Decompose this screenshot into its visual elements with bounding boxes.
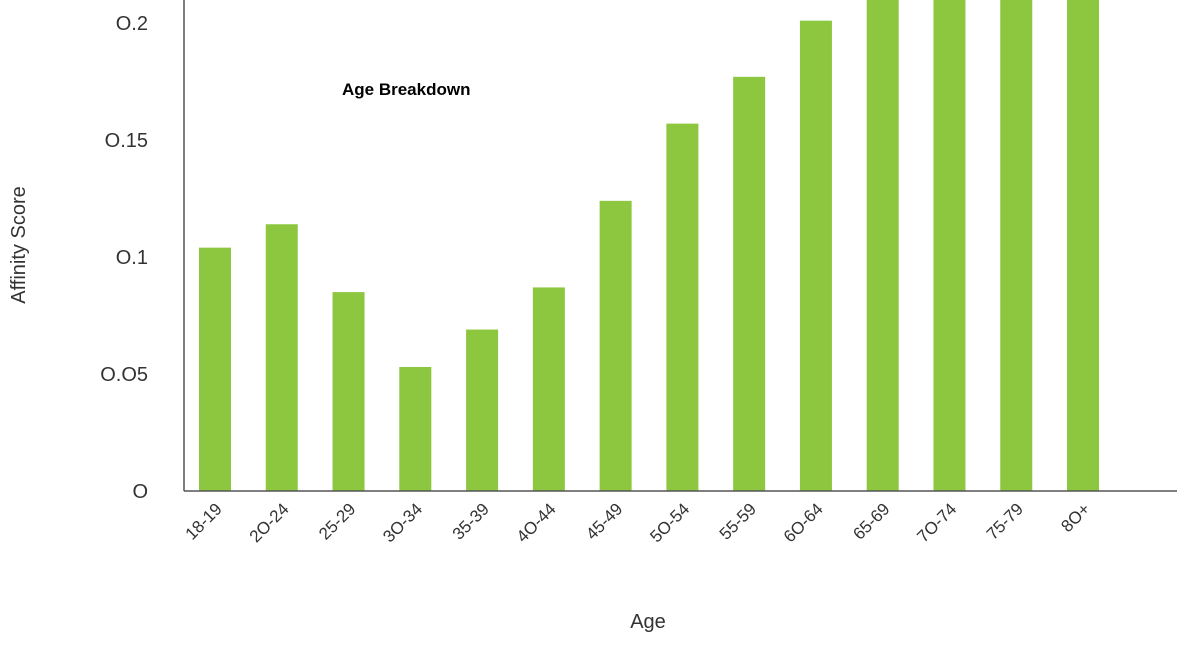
x-tick-label: 3O-34 — [379, 499, 426, 546]
x-axis-title: Age — [630, 611, 666, 633]
bar-55-59 — [733, 76, 766, 491]
x-tick-label: 18-19 — [182, 499, 226, 543]
x-tick-label: 45-49 — [582, 499, 626, 543]
x-tick-label: 4O-44 — [513, 499, 560, 546]
y-tick-label: O.O5 — [100, 364, 148, 386]
bar-40-44 — [532, 287, 565, 491]
bar-75-79 — [1000, 0, 1033, 491]
bar-25-29 — [332, 292, 365, 491]
chart-title: Age Breakdown — [342, 80, 470, 99]
x-tick-label: 5O-54 — [646, 499, 693, 546]
bars-layer — [199, 0, 1100, 492]
bar-65-69 — [866, 0, 899, 491]
y-axis-title: Affinity Score — [8, 186, 30, 303]
x-tick-label: 65-69 — [849, 499, 893, 543]
bar-70-74 — [933, 0, 966, 491]
x-tick-label: 55-59 — [716, 499, 760, 543]
axes-layer — [183, 0, 1177, 492]
bar-45-49 — [599, 200, 632, 491]
x-tick-label: 8O+ — [1057, 499, 1094, 536]
bar-30-34 — [399, 366, 432, 491]
x-tick-label: 35-39 — [449, 499, 493, 543]
x-tick-label: 6O-64 — [780, 499, 827, 546]
bar-80+ — [1067, 0, 1100, 491]
bar-20-24 — [265, 224, 298, 492]
y-tick-label: O.1 — [116, 247, 148, 269]
y-tick-labels: O O.O5 O.1 O.15 O.2 — [100, 13, 148, 503]
y-tick-label: O.2 — [116, 13, 148, 35]
y-tick-label: O.15 — [105, 130, 148, 152]
bar-18-19 — [199, 247, 231, 491]
x-tick-label: 7O-74 — [913, 499, 960, 546]
bar-50-54 — [666, 123, 699, 492]
x-tick-label: 2O-24 — [246, 499, 293, 546]
x-tick-label: 75-79 — [983, 499, 1027, 543]
x-tick-label: 25-29 — [315, 499, 359, 543]
x-tick-labels: 18-19 2O-24 25-29 3O-34 35-39 4O-44 45-49 5O-54… — [182, 499, 1094, 546]
bar-35-39 — [466, 329, 499, 491]
y-tick-label: O — [132, 481, 148, 503]
bar-60-64 — [799, 20, 832, 491]
